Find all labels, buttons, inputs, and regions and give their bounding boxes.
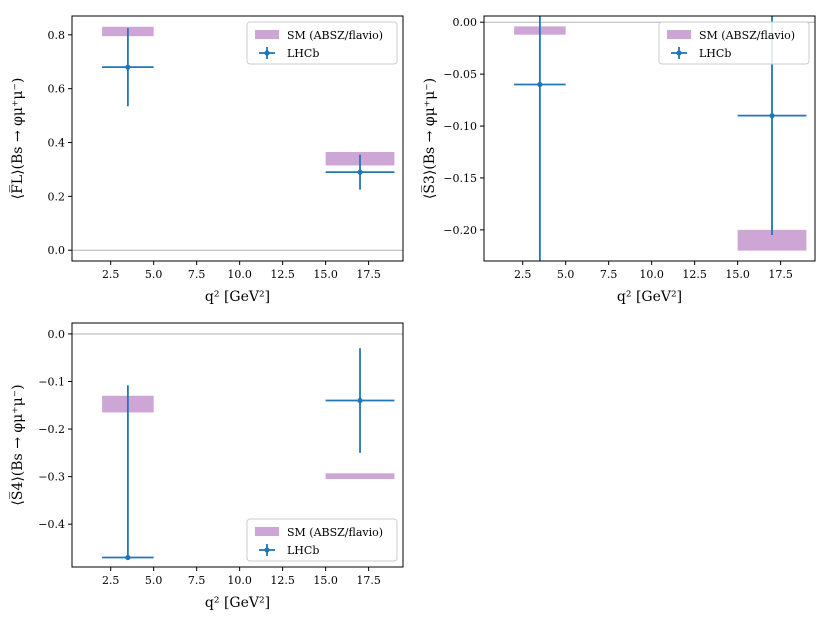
lhcb-marker	[537, 81, 543, 88]
legend-lhcb-label: LHCb	[699, 47, 731, 60]
legend-lhcb-marker	[264, 50, 270, 56]
axes-frame	[71, 15, 404, 262]
legend-box	[246, 21, 398, 65]
legend-sm-swatch	[255, 527, 279, 536]
x-tick-label: 5.0	[145, 268, 163, 281]
legend: SM (ABSZ/flavio) LHCb	[658, 21, 810, 65]
x-tick-label: 12.5	[270, 574, 295, 587]
y-tick-label: −0.2	[38, 423, 65, 436]
y-tick-label: 0.2	[48, 190, 66, 203]
legend: SM (ABSZ/flavio) LHCb	[246, 21, 398, 65]
x-tick-label: 12.5	[270, 268, 295, 281]
y-tick-label: −0.3	[38, 471, 65, 484]
x-tick-label: 7.5	[188, 574, 206, 587]
lhcb-point-1	[102, 28, 154, 107]
x-tick-label: 2.5	[514, 268, 532, 281]
y-tick-label: 0.6	[48, 83, 66, 96]
x-tick-label: 7.5	[600, 268, 618, 281]
y-tick-label: −0.20	[443, 224, 477, 237]
lhcb-marker	[769, 113, 775, 119]
x-axis-label: q² [GeV²]	[617, 289, 682, 305]
x-tick-label: 5.0	[145, 574, 163, 587]
legend-lhcb-swatch	[259, 544, 275, 556]
x-tick-label: 15.0	[313, 574, 338, 587]
y-tick-label: 0.0	[48, 328, 66, 341]
sm-prediction-box-2	[737, 229, 807, 251]
y-tick-label: −0.10	[443, 120, 477, 133]
legend-sm-label: SM (ABSZ/flavio)	[699, 29, 795, 42]
y-tick-label: 0.0	[48, 244, 66, 257]
x-tick-label: 7.5	[188, 268, 206, 281]
chart-panel-3: 2.5 5.0 7.5 10.0 12.5 15.0 17.5 0.0 −0.1 −0.2 −0.3…	[7, 322, 404, 611]
y-tick-label: 0.00	[453, 16, 478, 29]
lhcb-marker	[125, 64, 131, 70]
lhcb-marker	[357, 397, 363, 404]
x-tick-label: 10.0	[227, 574, 252, 587]
x-tick-label: 17.5	[356, 574, 381, 587]
x-tick-label: 10.0	[639, 268, 664, 281]
y-tick-label: −0.15	[443, 172, 477, 185]
y-tick-label: −0.4	[38, 518, 65, 531]
x-tick-label: 2.5	[102, 574, 120, 587]
x-tick-label: 17.5	[768, 268, 793, 281]
x-tick-label: 15.0	[313, 268, 338, 281]
y-axis-label: ⟨S̅4⟩(Bs → φμ⁺μ⁻)	[7, 384, 26, 505]
legend-sm-label: SM (ABSZ/flavio)	[287, 526, 383, 539]
data-layer	[72, 26, 403, 251]
legend-sm-swatch	[667, 30, 691, 39]
x-tick-label: 5.0	[557, 268, 575, 281]
lhcb-marker	[357, 169, 363, 175]
x-axis-label: q² [GeV²]	[205, 289, 270, 305]
y-tick-label: −0.05	[443, 68, 477, 81]
axes-frame	[483, 15, 816, 262]
chart-panel-1: 2.5 5.0 7.5 10.0 12.5 15.0 17.5 0.0 0.2 0.4 0.6 0.8…	[7, 15, 404, 305]
y-tick-label: 0.8	[48, 29, 66, 42]
legend-sm-swatch	[255, 30, 279, 39]
legend-lhcb-marker	[264, 547, 270, 553]
sm-prediction-box-2	[325, 473, 395, 480]
x-tick-label: 17.5	[356, 268, 381, 281]
y-axis-label: ⟨F̅L⟩(Bs → φμ⁺μ⁻)	[7, 78, 26, 200]
legend-lhcb-label: LHCb	[287, 47, 319, 60]
data-layer	[72, 333, 403, 561]
axes-frame	[71, 322, 404, 568]
legend-lhcb-marker	[676, 50, 682, 56]
x-tick-label: 12.5	[682, 268, 707, 281]
lhcb-point-1	[102, 385, 154, 561]
x-tick-label: 2.5	[102, 268, 120, 281]
legend-box	[246, 518, 398, 562]
chart-panel-2: 2.5 5.0 7.5 10.0 12.5 15.0 17.5 0.00 −0.05 −0.10 −…	[419, 15, 816, 305]
x-tick-label: 15.0	[725, 268, 750, 281]
legend-lhcb-label: LHCb	[287, 544, 319, 557]
lhcb-point-2	[325, 348, 395, 453]
lhcb-point-1	[514, 16, 566, 261]
lhcb-point-2	[325, 154, 395, 190]
x-axis-label: q² [GeV²]	[205, 595, 270, 611]
legend: SM (ABSZ/flavio) LHCb	[246, 518, 398, 562]
y-tick-label: −0.1	[38, 376, 65, 389]
lhcb-marker	[125, 554, 131, 561]
legend-sm-label: SM (ABSZ/flavio)	[287, 29, 383, 42]
legend-box	[658, 21, 810, 65]
y-axis-label: ⟨S̅3⟩(Bs → φμ⁺μ⁻)	[419, 78, 438, 199]
legend-lhcb-swatch	[671, 47, 687, 59]
y-tick-label: 0.4	[48, 137, 66, 150]
legend-lhcb-swatch	[259, 47, 275, 59]
x-tick-label: 10.0	[227, 268, 252, 281]
